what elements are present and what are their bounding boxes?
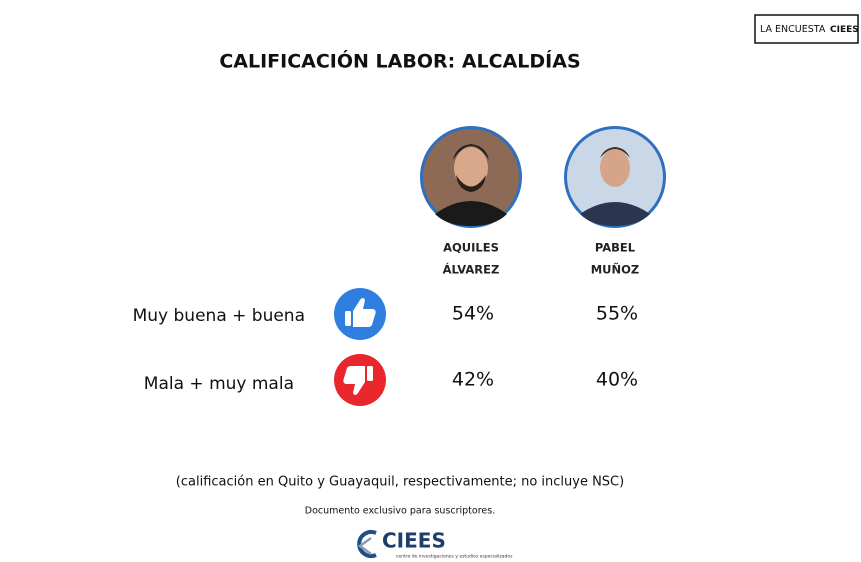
candidate-name: MUÑOZ [591,262,640,277]
logo-mark [357,530,377,558]
badge-right: CIEES [830,25,859,35]
thumbs-up-icon [334,288,386,340]
badge-frame [754,14,859,44]
row-label: Muy buena + buena [133,306,305,326]
row-label: Mala + muy mala [144,374,294,394]
photo-alvarez [420,126,522,228]
percentage: 40% [596,369,638,391]
logo-name: CIEES [382,529,446,553]
footer: Documento exclusivo para suscriptores. [305,506,495,517]
badge-left: LA ENCUESTA [760,24,826,35]
percentage: 42% [452,369,494,391]
candidate-name: PABEL [595,241,636,255]
candidate-name: ÁLVAREZ [443,262,500,277]
percentage: 55% [596,303,638,325]
title: CALIFICACIÓN LABOR: ALCALDÍAS [219,49,580,73]
candidate-name: AQUILES [443,241,499,255]
logo-tagline: centro de investigaciones y estudios esp… [396,554,513,560]
percentage: 54% [452,303,494,325]
thumbs-down-icon [334,354,386,406]
photo-munoz [564,126,666,228]
note: (calificación en Quito y Guayaquil, resp… [176,475,624,490]
